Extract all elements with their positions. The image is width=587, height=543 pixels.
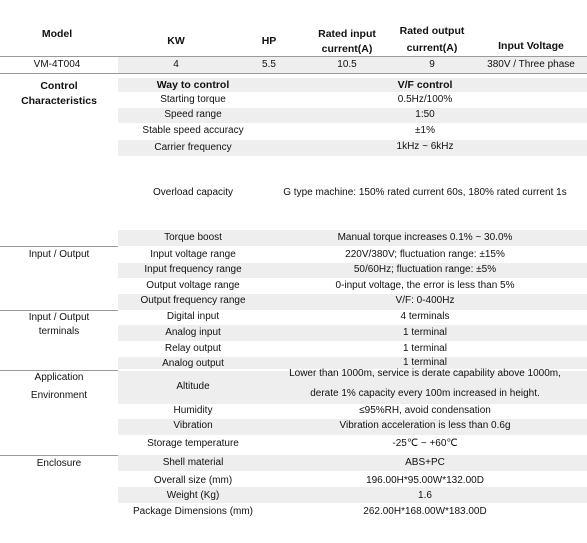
section-io: Input / Output <box>28 249 90 260</box>
speed-range-value: 1:50 <box>415 109 435 120</box>
overall-size-label: Overall size (mm) <box>153 475 233 486</box>
header-rated-input-2: current(A) <box>321 43 373 55</box>
line-io <box>0 246 118 247</box>
section-control-line2: Characteristics <box>21 95 97 107</box>
section-application-line1: Application <box>34 372 84 383</box>
digital-input-label: Digital input <box>166 311 220 322</box>
line-header <box>0 56 587 57</box>
output-frequency-range-value: V/F: 0-400Hz <box>395 295 455 306</box>
line-application <box>0 370 118 371</box>
analog-input-label: Analog input <box>165 327 221 338</box>
vibration-value: Vibration acceleration is less than 0.6g <box>339 420 511 431</box>
torque-boost-value: Manual torque increases 0.1% ~ 30.0% <box>337 232 513 243</box>
shell-material-value: ABS+PC <box>405 457 445 468</box>
weight-label: Weight (Kg) <box>166 490 220 501</box>
relay-output-label: Relay output <box>164 343 222 354</box>
shade-analog-out <box>118 357 587 369</box>
section-enclosure: Enclosure <box>36 458 82 469</box>
altitude-label: Altitude <box>176 381 210 392</box>
section-control-line1: Control <box>40 80 78 92</box>
header-rated-output-2: current(A) <box>406 42 458 54</box>
overall-size-value: 196.00H*95.00W*132.00D <box>366 475 484 486</box>
starting-torque-label: Starting torque <box>160 94 226 105</box>
analog-output-label: Analog output <box>162 358 224 369</box>
section-application-line2: Environment <box>30 390 88 401</box>
package-dimensions-value: 262.00H*168.00W*183.00D <box>363 506 487 517</box>
shade-model-row <box>118 57 587 73</box>
shade-speed-range <box>118 108 587 123</box>
shade-in-freq <box>118 263 587 278</box>
overload-capacity-value: G type machine: 150% rated current 60s, … <box>283 187 567 198</box>
input-voltage-range-label: Input voltage range <box>150 249 236 260</box>
header-kw: KW <box>167 35 185 47</box>
carrier-frequency-value: 1kHz ~ 6kHz <box>396 141 454 152</box>
input-frequency-range-value: 50/60Hz; fluctuation range: ±5% <box>353 264 497 275</box>
package-dimensions-label: Package Dimensions (mm) <box>132 506 254 517</box>
way-to-control-label: Way to control <box>156 79 230 91</box>
output-frequency-range-label: Output frequency range <box>140 295 246 306</box>
carrier-frequency-label: Carrier frequency <box>154 142 232 153</box>
shell-material-label: Shell material <box>162 457 224 468</box>
digital-input-value: 4 terminals <box>400 311 450 322</box>
shade-vibration <box>118 419 587 435</box>
header-rated-output-1: Rated output <box>399 25 465 37</box>
input-voltage-range-value: 220V/380V; fluctuation range: ±15% <box>345 249 505 260</box>
stable-speed-label: Stable speed accuracy <box>142 125 244 136</box>
shade-shell <box>118 455 587 471</box>
output-voltage-range-value: 0-input voltage, the error is less than … <box>335 280 515 291</box>
torque-boost-label: Torque boost <box>164 232 222 243</box>
humidity-value: ≤95%RH, avoid condensation <box>359 405 491 416</box>
analog-input-value: 1 terminal <box>403 327 447 338</box>
overload-capacity-label: Overload capacity <box>152 187 234 198</box>
section-io-terminals: Input / Output terminals <box>0 311 118 339</box>
hp-value: 5.5 <box>262 59 276 70</box>
way-to-control-value: V/F control <box>397 79 453 91</box>
header-hp: HP <box>261 35 277 47</box>
rated-output-value: 9 <box>429 59 435 70</box>
input-voltage-value: 380V / Three phase <box>487 59 575 70</box>
shade-analog-in <box>118 325 587 341</box>
speed-range-label: Speed range <box>164 109 222 120</box>
shade-altitude <box>118 371 587 404</box>
model-value: VM-4T004 <box>33 59 81 70</box>
humidity-label: Humidity <box>173 405 213 416</box>
section-control: Control Characteristics <box>0 79 118 109</box>
weight-value: 1.6 <box>418 490 432 501</box>
section-io-terminals-line1: Input / Output <box>28 312 90 323</box>
storage-temperature-value: -25℃ ~ +60℃ <box>392 438 458 449</box>
shade-way-to-control <box>118 78 587 92</box>
section-application: Application Environment <box>0 369 118 405</box>
analog-output-value: 1 terminal <box>403 357 447 368</box>
line-model <box>0 73 587 74</box>
line-enclosure <box>0 455 118 456</box>
vibration-label: Vibration <box>173 420 213 431</box>
rated-input-value: 10.5 <box>337 59 357 70</box>
altitude-value-line2: derate 1% capacity every 100m increased … <box>310 388 540 399</box>
kw-value: 4 <box>173 59 179 70</box>
shade-weight <box>118 487 587 503</box>
output-voltage-range-label: Output voltage range <box>146 280 240 291</box>
header-input-voltage: Input Voltage <box>498 40 564 52</box>
input-frequency-range-label: Input frequency range <box>144 264 242 275</box>
line-terminals <box>0 310 118 311</box>
shade-carrier <box>118 140 587 156</box>
stable-speed-value: ±1% <box>415 125 435 136</box>
relay-output-value: 1 terminal <box>403 343 447 354</box>
altitude-value-line1: Lower than 1000m, service is derate capa… <box>289 368 561 379</box>
shade-torque-boost <box>118 230 587 246</box>
shade-out-freq <box>118 294 587 310</box>
header-model: Model <box>41 28 73 40</box>
header-rated-input-1: Rated input <box>318 28 376 40</box>
section-io-terminals-line2: terminals <box>38 326 80 337</box>
starting-torque-value: 0.5Hz/100% <box>397 94 453 105</box>
storage-temperature-label: Storage temperature <box>147 438 239 449</box>
